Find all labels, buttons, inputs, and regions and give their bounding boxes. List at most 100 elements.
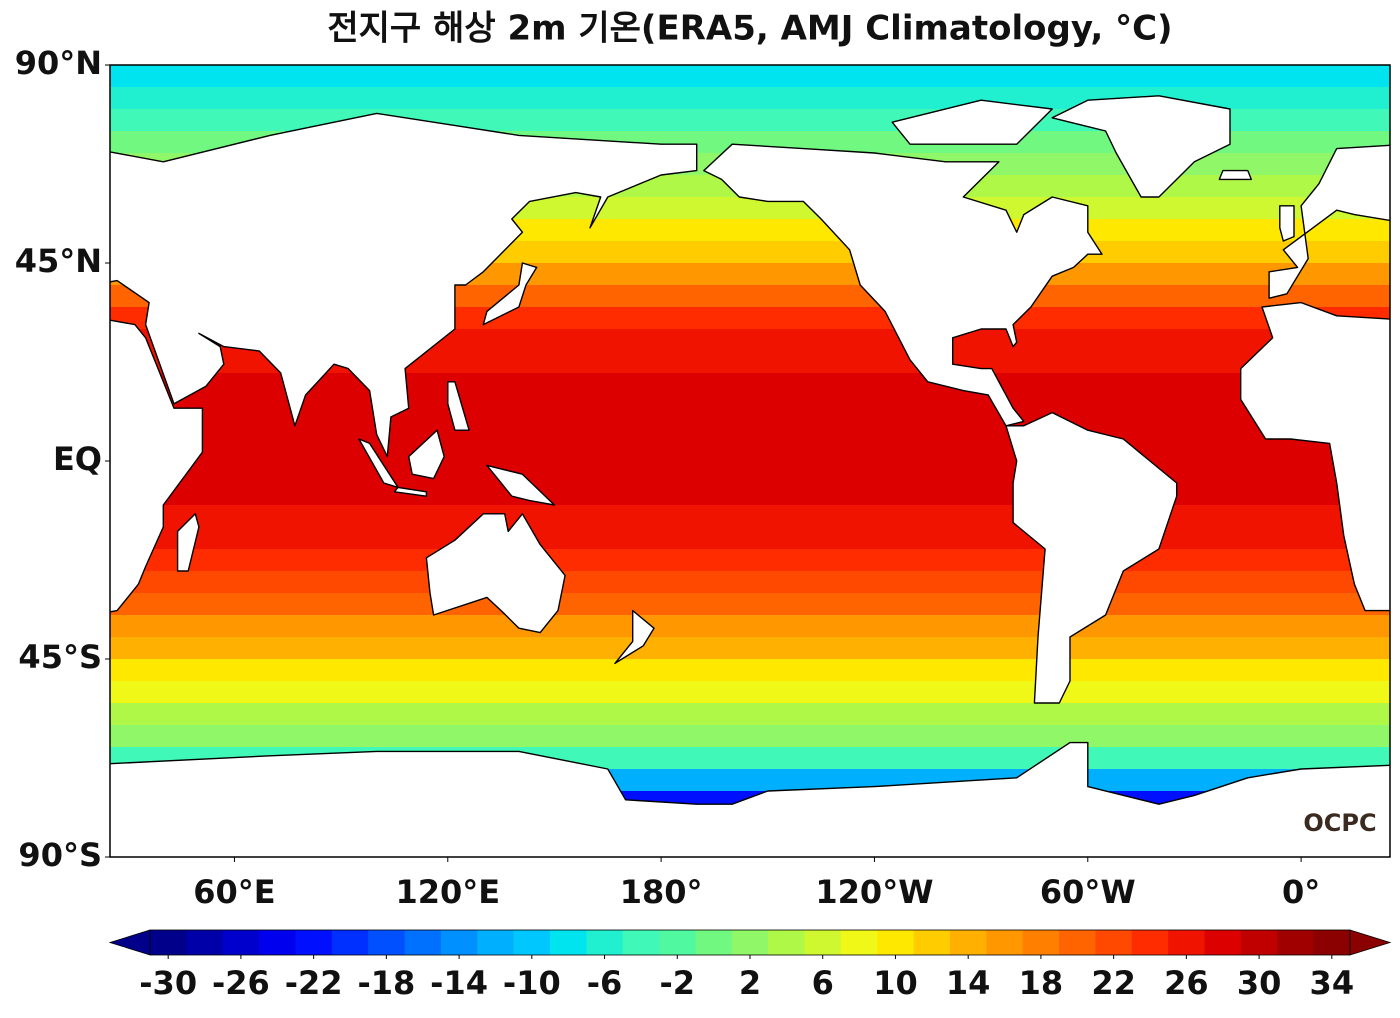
colorbar-box <box>513 930 551 955</box>
landmass <box>425 513 566 634</box>
y-tick-label: 90°S <box>18 836 102 874</box>
temperature-band <box>110 637 1390 660</box>
colorbar-box <box>404 930 442 955</box>
colorbar-tick-label: -18 <box>357 964 415 1002</box>
colorbar-box <box>1022 930 1060 955</box>
land <box>110 95 1390 857</box>
x-tick-label: 0° <box>1282 873 1320 911</box>
colorbar-box <box>768 930 806 955</box>
temperature-band <box>110 549 1390 572</box>
colorbar-box <box>1059 930 1096 955</box>
colorbar-box <box>222 930 260 955</box>
temperature-band <box>110 703 1390 726</box>
x-tick-label: 60°W <box>1040 873 1136 911</box>
temperature-band <box>110 439 1390 462</box>
colorbar-tick-label: -22 <box>285 964 343 1002</box>
x-tick-label: 120°E <box>395 873 500 911</box>
colorbar-box <box>950 930 987 955</box>
colorbar-tick-label: 2 <box>739 964 761 1002</box>
colorbar-box <box>986 930 1024 955</box>
colorbar-box <box>368 930 406 955</box>
temperature-band <box>110 483 1390 506</box>
temperature-band <box>110 351 1390 374</box>
temperature-band <box>110 461 1390 484</box>
colorbar-tick-label: 14 <box>946 964 991 1002</box>
landmass <box>891 99 1053 145</box>
y-tick-label: 45°N <box>15 242 102 280</box>
landmass <box>482 262 538 326</box>
landmass <box>408 429 445 480</box>
x-tick-label: 120°W <box>815 873 933 911</box>
colorbar-box <box>331 930 369 955</box>
colorbar-tick-label: -6 <box>587 964 623 1002</box>
temperature-band <box>110 505 1390 528</box>
landmass <box>1279 205 1295 242</box>
colorbar-box <box>1277 930 1315 955</box>
temperature-band <box>110 593 1390 616</box>
landmass <box>110 112 698 458</box>
colorbar-box <box>1204 930 1242 955</box>
colorbar-tick-label: 26 <box>1164 964 1209 1002</box>
y-tick-label: 45°S <box>18 638 102 676</box>
colorbar-box <box>586 930 624 955</box>
landmass <box>1051 95 1231 198</box>
temperature-band <box>110 681 1390 704</box>
landmass <box>1240 301 1390 612</box>
y-tick-label: 90°N <box>15 44 102 82</box>
logo: OCPC <box>1303 809 1376 837</box>
landmass <box>176 513 200 572</box>
colorbar-box <box>622 930 660 955</box>
colorbar-box <box>1168 930 1206 955</box>
y-tick-label: EQ <box>53 440 102 478</box>
x-tick-label: 180° <box>620 873 703 911</box>
colorbar-box <box>1095 930 1133 955</box>
colorbar-tick-label: -30 <box>139 964 197 1002</box>
colorbar-box <box>913 930 951 955</box>
colorbar-extend-low <box>108 929 151 956</box>
colorbar-box <box>1240 930 1278 955</box>
colorbar-box <box>295 930 333 955</box>
colorbar-tick-label: 6 <box>812 964 834 1002</box>
colorbar-tick-label: 34 <box>1310 964 1355 1002</box>
temperature-band <box>110 417 1390 440</box>
temperature-band <box>110 571 1390 594</box>
colorbar-box <box>804 930 842 955</box>
temperature-band <box>110 659 1390 682</box>
colorbar-box <box>731 930 769 955</box>
landmass <box>1268 144 1390 299</box>
colorbar-tick-label: 22 <box>1091 964 1136 1002</box>
landmass <box>110 741 1390 857</box>
colorbar-tick-label: 18 <box>1019 964 1064 1002</box>
colorbar-box <box>477 930 515 955</box>
temperature-band <box>110 395 1390 418</box>
colorbar: -30 -26 -22 -18 -14 -10 -6 -2 2 6 10 14 18 22 26 30 34 <box>108 929 1392 1002</box>
colorbar-box <box>659 930 696 955</box>
colorbar-tick-label: -10 <box>503 964 561 1002</box>
landmass <box>486 464 556 506</box>
colorbar-box <box>1131 930 1169 955</box>
temperature-band <box>110 725 1390 748</box>
landmass <box>110 319 204 613</box>
x-tick-label: 60°E <box>193 873 275 911</box>
landmass <box>1218 169 1252 181</box>
landmass <box>614 609 655 665</box>
colorbar-box <box>840 930 878 955</box>
colorbar-tick-label: -2 <box>659 964 695 1002</box>
temperature-band <box>110 527 1390 550</box>
colorbar-box <box>440 930 478 955</box>
colorbar-extend-high <box>1349 929 1392 956</box>
colorbar-tick-label: -14 <box>430 964 488 1002</box>
temperature-band <box>110 87 1390 110</box>
colorbar-box <box>186 930 224 955</box>
temperature-band <box>110 65 1390 88</box>
colorbar-box <box>1313 930 1351 955</box>
colorbar-box <box>259 930 296 955</box>
temperature-band <box>110 373 1390 396</box>
landmass <box>447 381 470 431</box>
temperature-band <box>110 615 1390 638</box>
colorbar-box <box>150 930 187 955</box>
chart-title: 전지구 해상 2m 기온(ERA5, AMJ Climatology, °C) <box>327 9 1172 49</box>
colorbar-box <box>877 930 915 955</box>
colorbar-tick-label: 10 <box>873 964 918 1002</box>
